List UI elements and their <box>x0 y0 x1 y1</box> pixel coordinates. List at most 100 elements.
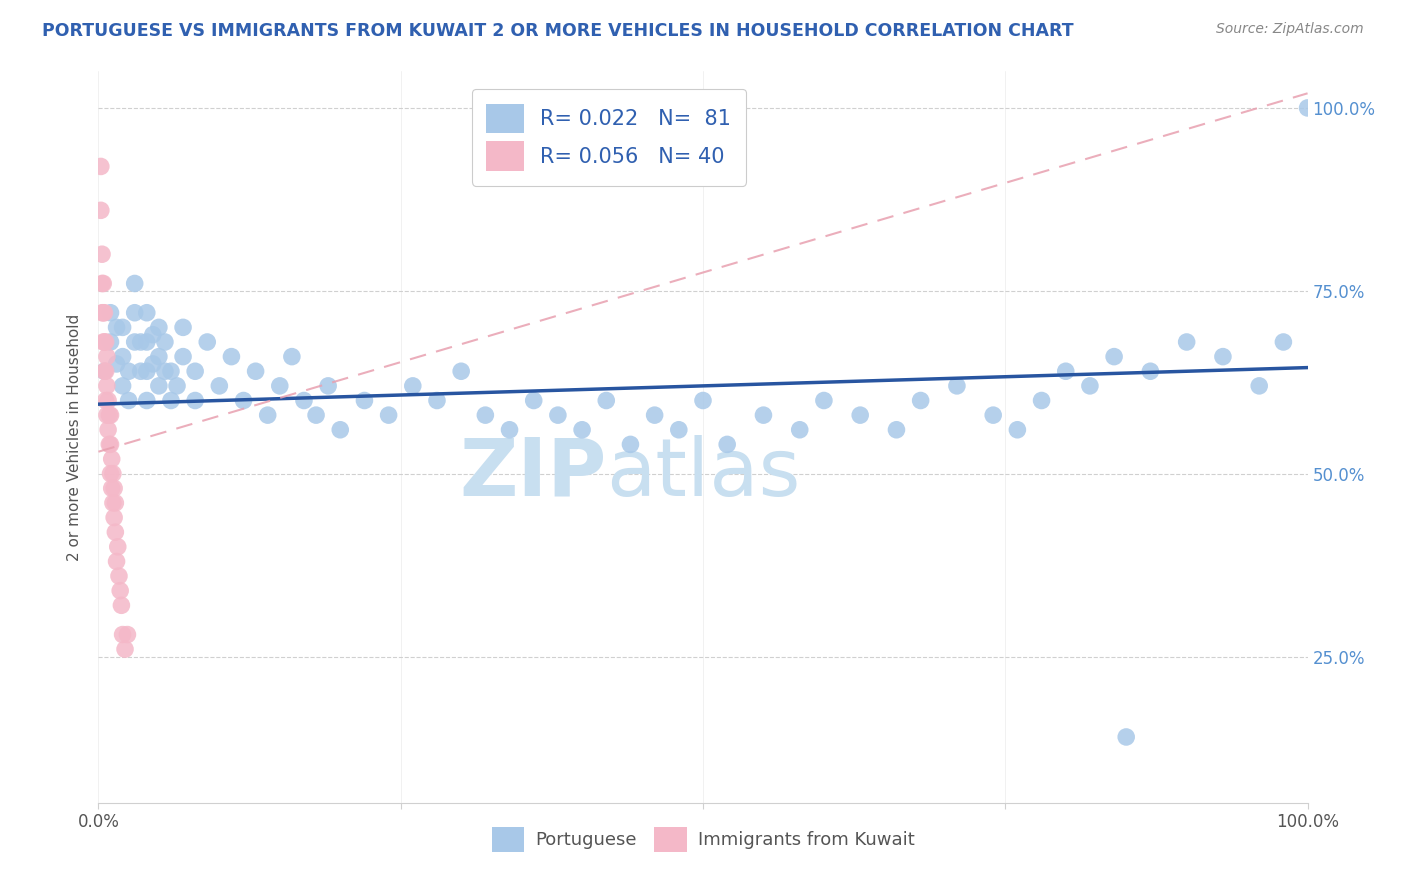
Point <box>281 350 304 364</box>
Point <box>93 364 115 378</box>
Point <box>108 569 131 583</box>
Point <box>172 350 194 364</box>
Point <box>886 423 908 437</box>
Y-axis label: 2 or more Vehicles in Household: 2 or more Vehicles in Household <box>67 313 83 561</box>
Point <box>208 379 231 393</box>
Point <box>813 393 835 408</box>
Point <box>353 393 375 408</box>
Legend: Portuguese, Immigrants from Kuwait: Portuguese, Immigrants from Kuwait <box>484 820 922 860</box>
Point <box>91 306 114 320</box>
Point <box>153 364 176 378</box>
Point <box>221 350 243 364</box>
Point <box>94 334 117 349</box>
Point <box>91 277 114 291</box>
Text: PORTUGUESE VS IMMIGRANTS FROM KUWAIT 2 OR MORE VEHICLES IN HOUSEHOLD CORRELATION: PORTUGUESE VS IMMIGRANTS FROM KUWAIT 2 O… <box>42 22 1074 40</box>
Point <box>571 423 593 437</box>
Point <box>172 320 194 334</box>
Point <box>1272 334 1295 349</box>
Point <box>111 379 134 393</box>
Point <box>100 408 122 422</box>
Point <box>91 306 114 320</box>
Point <box>849 408 872 422</box>
Point <box>153 334 176 349</box>
Point <box>160 364 183 378</box>
Point <box>129 334 152 349</box>
Point <box>104 496 127 510</box>
Point <box>104 525 127 540</box>
Point <box>111 627 134 641</box>
Point <box>426 393 449 408</box>
Point <box>269 379 291 393</box>
Point <box>789 423 811 437</box>
Point <box>160 393 183 408</box>
Point <box>97 423 120 437</box>
Point <box>135 364 157 378</box>
Point <box>111 320 134 334</box>
Point <box>547 408 569 422</box>
Point <box>402 379 425 393</box>
Point <box>101 496 124 510</box>
Point <box>232 393 254 408</box>
Point <box>93 334 115 349</box>
Point <box>292 393 315 408</box>
Point <box>316 379 339 393</box>
Point <box>100 334 122 349</box>
Point <box>135 334 157 349</box>
Point <box>108 583 131 598</box>
Point <box>101 467 124 481</box>
Point <box>110 599 132 613</box>
Point <box>256 408 278 422</box>
Point <box>184 364 207 378</box>
Point <box>692 393 714 408</box>
Point <box>148 320 170 334</box>
Point <box>96 408 118 422</box>
Point <box>1031 393 1053 408</box>
Point <box>619 437 641 451</box>
Point <box>129 364 152 378</box>
Point <box>142 327 165 342</box>
Point <box>498 423 520 437</box>
Point <box>114 642 136 657</box>
Point <box>752 408 775 422</box>
Point <box>1175 334 1198 349</box>
Point <box>93 364 115 378</box>
Point <box>96 350 118 364</box>
Point <box>100 452 122 467</box>
Point <box>105 320 128 334</box>
Point <box>107 540 129 554</box>
Point <box>124 277 146 291</box>
Point <box>1078 379 1101 393</box>
Point <box>100 467 122 481</box>
Point <box>94 393 117 408</box>
Point <box>1007 423 1029 437</box>
Point <box>1102 350 1125 364</box>
Point <box>118 364 141 378</box>
Point <box>118 393 141 408</box>
Point <box>91 247 114 261</box>
Point <box>148 350 170 364</box>
Point <box>668 423 690 437</box>
Point <box>166 379 188 393</box>
Point <box>910 393 932 408</box>
Point <box>100 437 122 451</box>
Point <box>98 437 121 451</box>
Text: atlas: atlas <box>606 434 800 513</box>
Point <box>97 393 120 408</box>
Point <box>93 306 115 320</box>
Point <box>94 364 117 378</box>
Point <box>981 408 1004 422</box>
Point <box>595 393 617 408</box>
Point <box>124 306 146 320</box>
Point <box>100 306 122 320</box>
Point <box>148 379 170 393</box>
Point <box>377 408 399 422</box>
Text: ZIP: ZIP <box>458 434 606 513</box>
Point <box>1054 364 1077 378</box>
Point <box>1249 379 1271 393</box>
Point <box>523 393 546 408</box>
Point <box>1115 730 1137 744</box>
Point <box>716 437 738 451</box>
Point <box>1212 350 1234 364</box>
Point <box>946 379 969 393</box>
Point <box>103 481 125 495</box>
